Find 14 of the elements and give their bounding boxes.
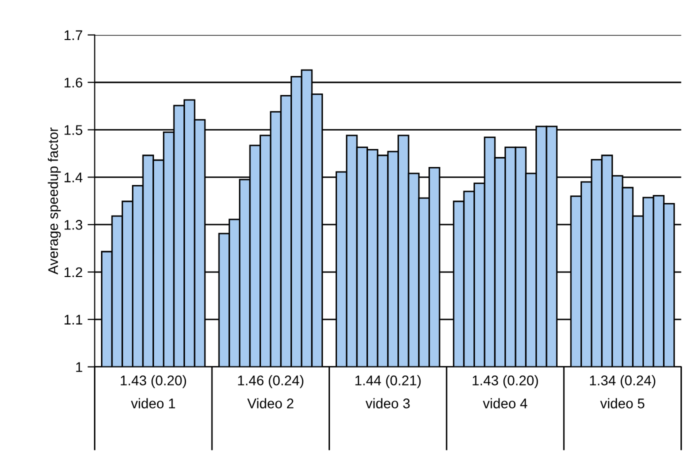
y-tick-label: 1.6 bbox=[64, 78, 82, 88]
x-tick-label: 1.43 (0.20) video 4 bbox=[472, 375, 538, 408]
y-tick-label: 1.2 bbox=[64, 267, 82, 278]
x-tick-label: 1.34 (0.24) video 5 bbox=[590, 375, 656, 408]
y-axis-title: Average speedup factor bbox=[48, 128, 61, 274]
x-tick-label: 1.46 (0.24) Video 2 bbox=[238, 375, 304, 408]
y-tick-label: 1 bbox=[76, 362, 82, 372]
x-tick-label: 1.44 (0.21) video 3 bbox=[355, 375, 421, 408]
y-tick-label: 1.1 bbox=[64, 314, 82, 324]
y-tick-label: 1.7 bbox=[64, 30, 82, 40]
y-tick-label: 1.4 bbox=[64, 172, 82, 182]
y-tick-label: 1.5 bbox=[64, 125, 82, 135]
y-tick-label: 1.3 bbox=[64, 220, 82, 230]
x-tick-label: 1.43 (0.20) video 1 bbox=[120, 375, 186, 408]
